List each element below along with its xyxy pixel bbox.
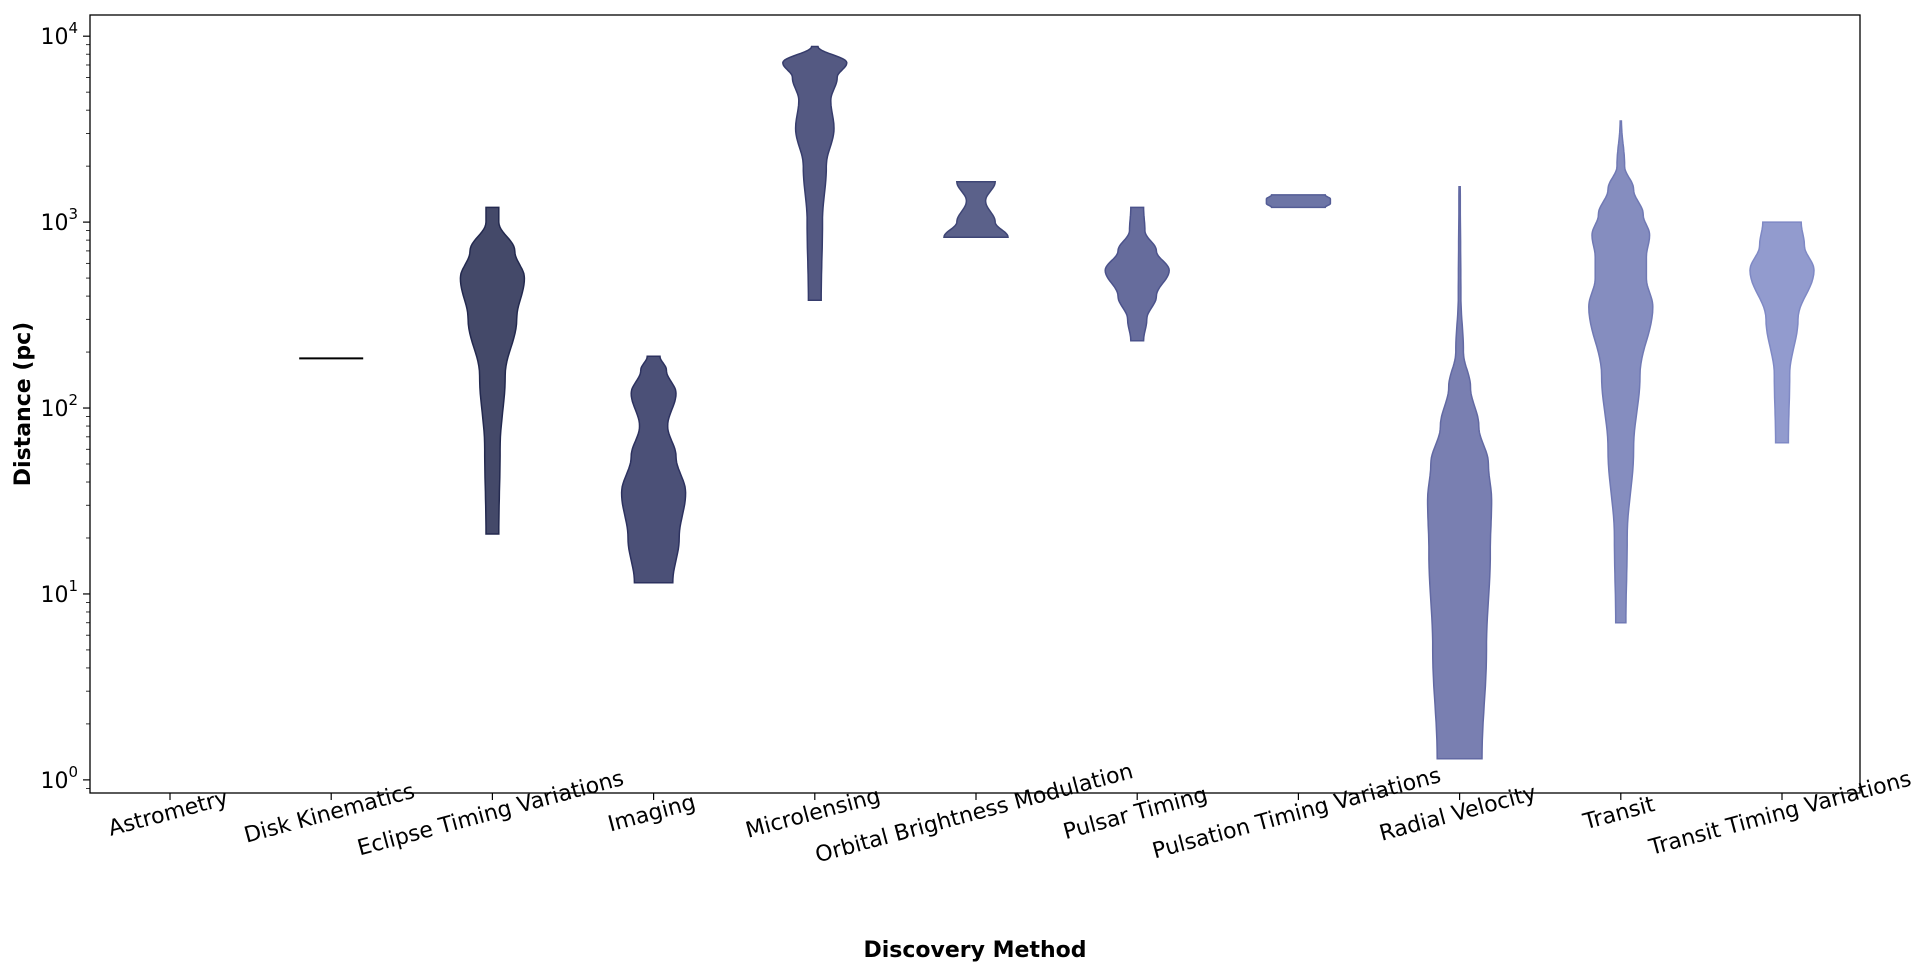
x-tick-label-transit-timing-variations: Transit Timing Variations: [1646, 767, 1914, 861]
violin-pulsar-timing: [1104, 206, 1170, 342]
x-tick-label-transit: Transit: [1580, 792, 1658, 835]
y-tick-label: 104: [40, 19, 78, 50]
y-tick-label: 103: [40, 205, 78, 236]
y-tick-label: 101: [40, 577, 78, 608]
violin-radial-velocity: [1426, 185, 1493, 760]
violin-microlensing: [782, 45, 848, 301]
plot-frame: [89, 14, 1861, 794]
y-axis-title: Distance (pc): [11, 322, 36, 486]
violin-eclipse-timing-variations: [459, 206, 526, 535]
x-tick-label-pulsation-timing-variations: Pulsation Timing Variations: [1150, 763, 1444, 864]
x-axis-title: Discovery Method: [863, 938, 1086, 963]
violin-transit: [1588, 120, 1654, 624]
y-axis: 100 101 102 103 104: [40, 19, 90, 794]
x-tick-label-eclipse-timing-variations: Eclipse Timing Variations: [355, 766, 627, 861]
violin-orbital-brightness-modulation: [943, 180, 1009, 238]
x-tick-label-astrometry: Astrometry: [106, 786, 231, 842]
violin-imaging: [620, 355, 687, 584]
violin-transit-timing-variations: [1749, 221, 1815, 444]
violin-pulsation-timing-variations: [1265, 194, 1332, 209]
y-tick-label: 100: [40, 763, 78, 794]
violins-layer: [299, 45, 1815, 760]
x-tick-label-imaging: Imaging: [606, 790, 699, 837]
y-tick-label: 102: [40, 391, 78, 422]
